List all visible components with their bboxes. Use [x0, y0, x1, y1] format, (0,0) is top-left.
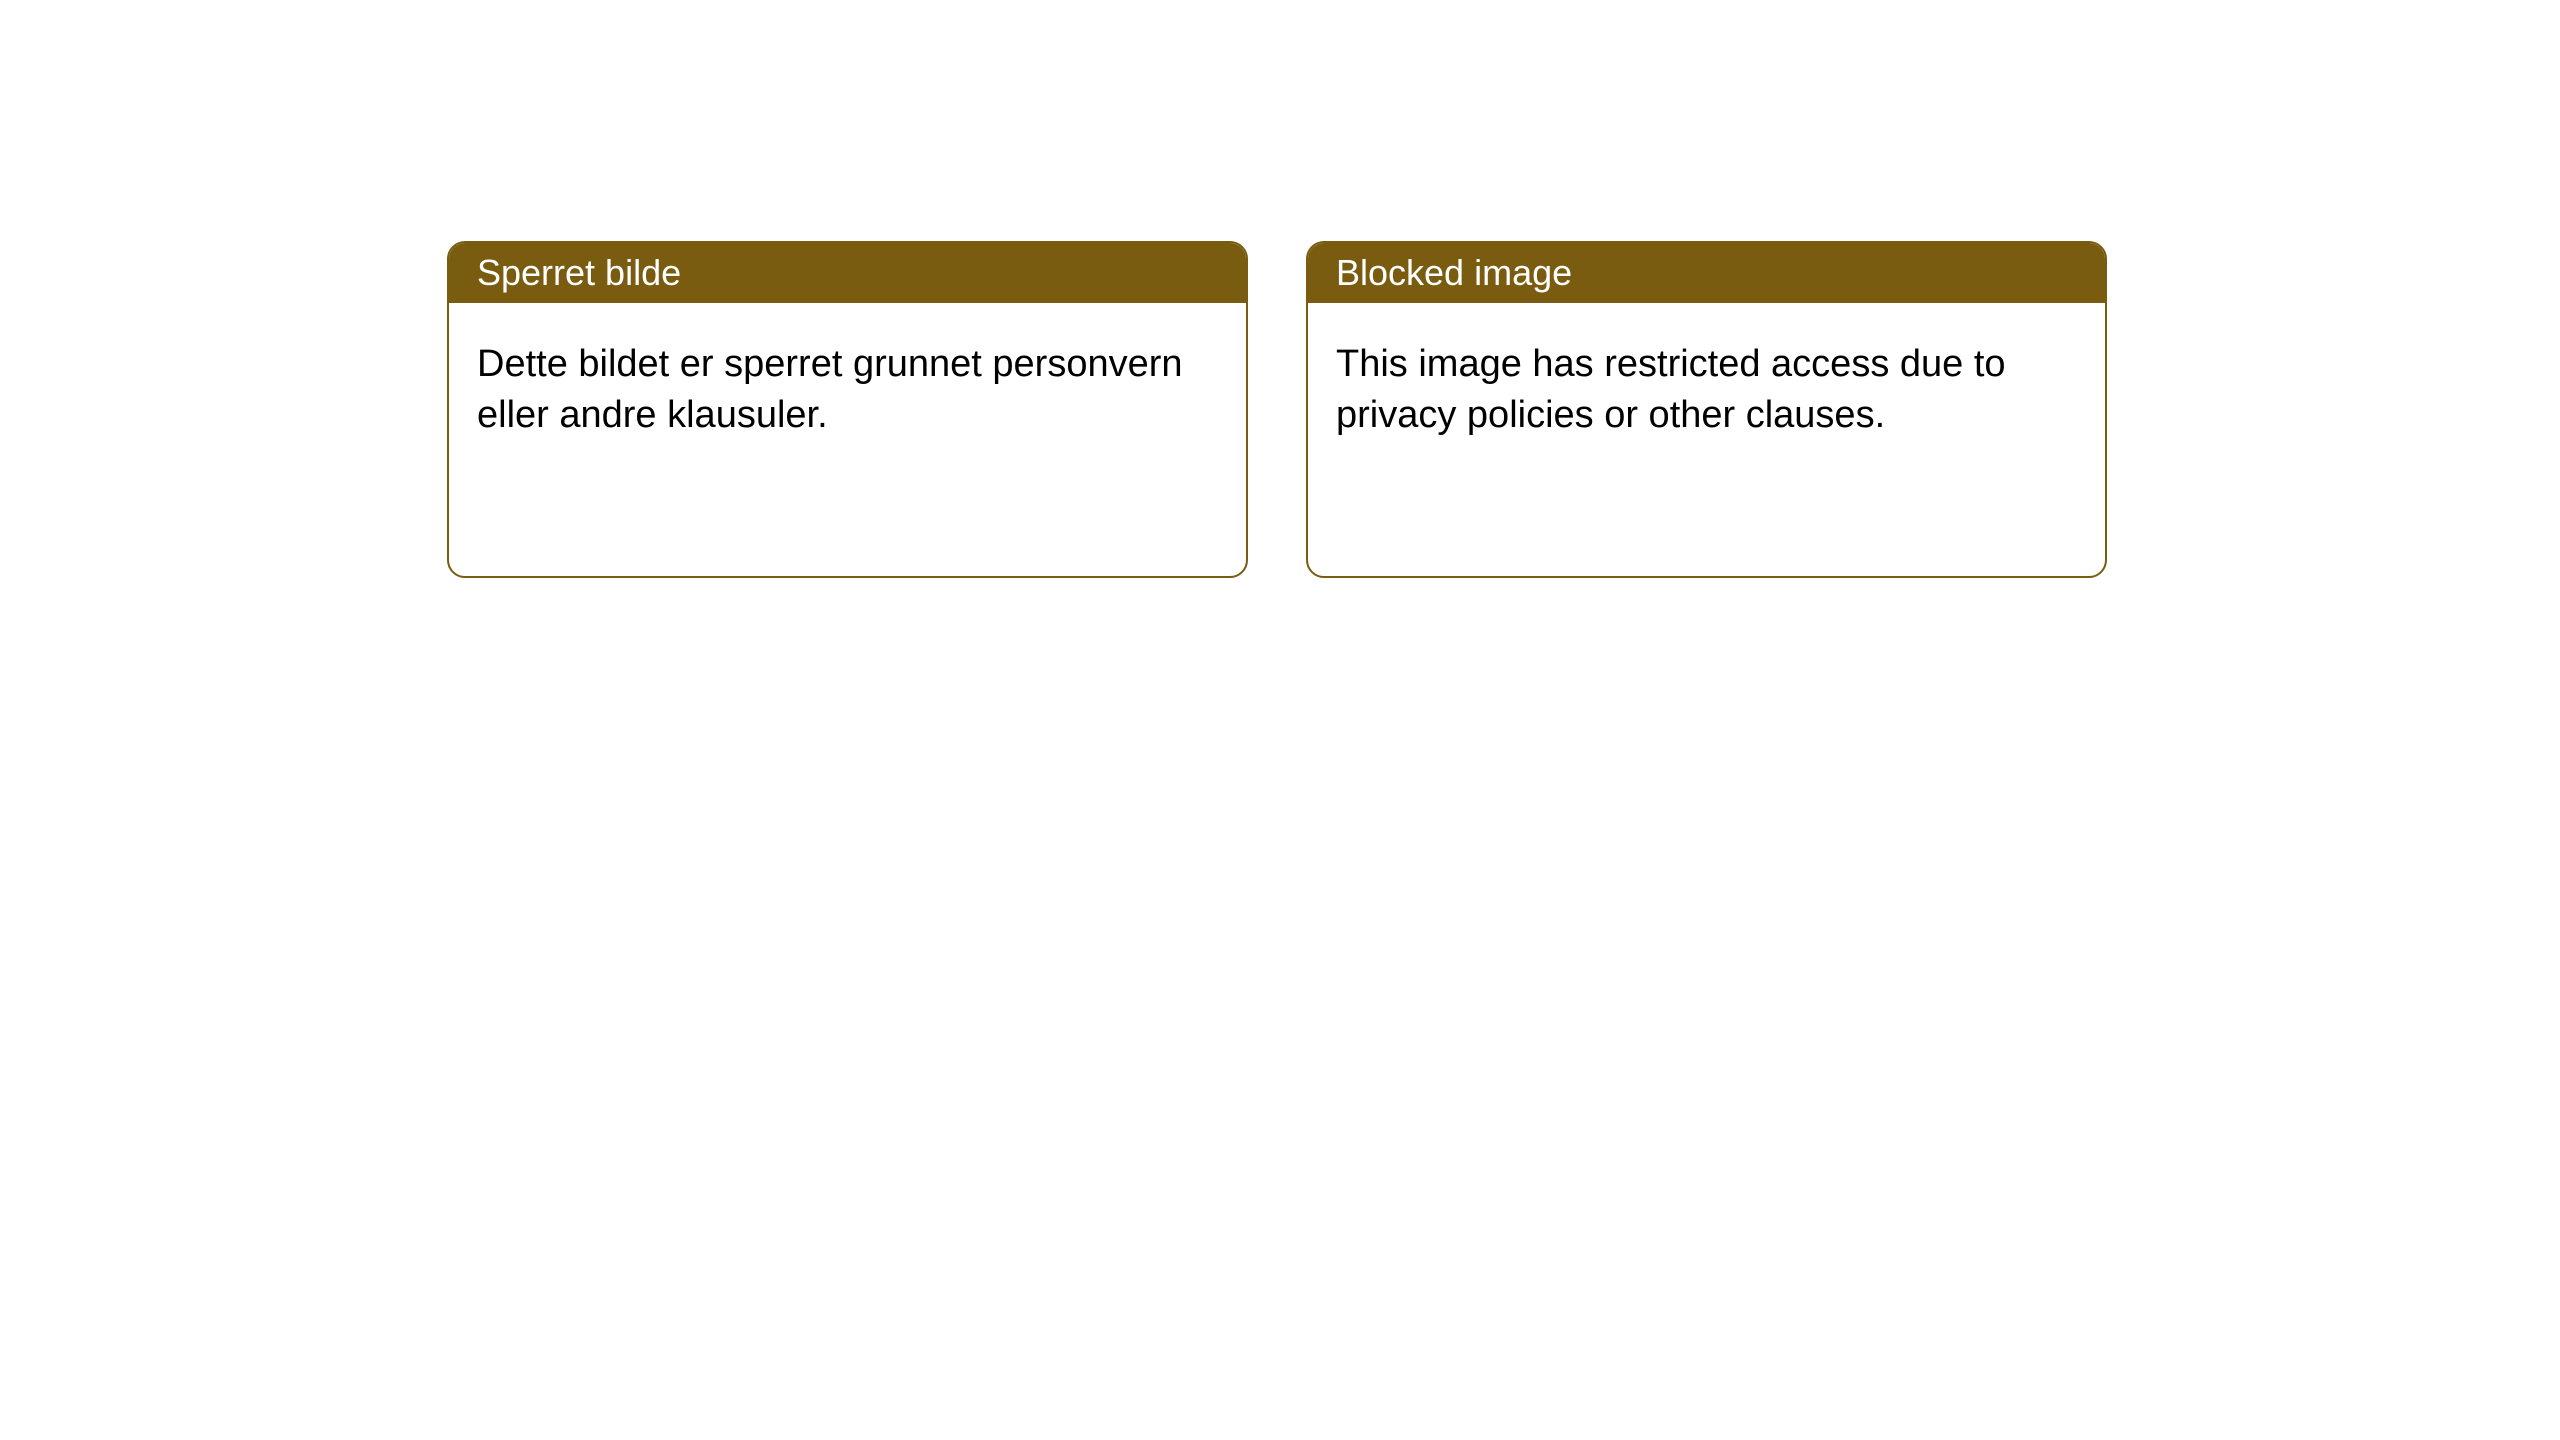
card-body-english: This image has restricted access due to …	[1308, 303, 2105, 478]
blocked-image-card-norwegian: Sperret bilde Dette bildet er sperret gr…	[447, 241, 1248, 578]
card-body-norwegian: Dette bildet er sperret grunnet personve…	[449, 303, 1246, 478]
card-header-norwegian: Sperret bilde	[449, 243, 1246, 303]
blocked-image-cards-container: Sperret bilde Dette bildet er sperret gr…	[447, 241, 2560, 578]
card-header-english: Blocked image	[1308, 243, 2105, 303]
blocked-image-card-english: Blocked image This image has restricted …	[1306, 241, 2107, 578]
